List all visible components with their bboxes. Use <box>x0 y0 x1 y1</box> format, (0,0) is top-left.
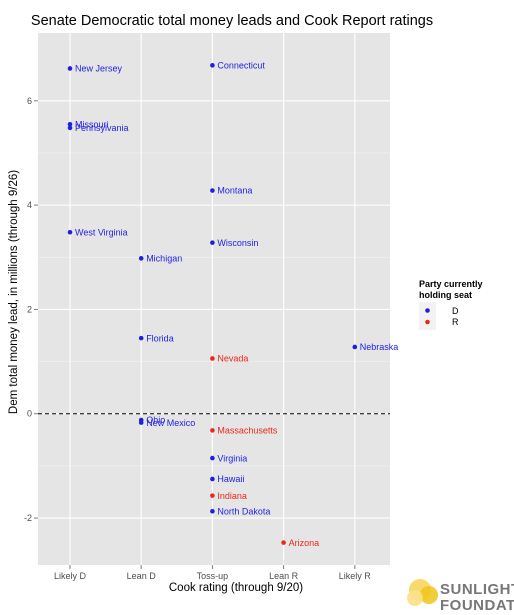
data-point-label: Indiana <box>217 491 247 501</box>
data-point <box>138 420 144 425</box>
legend-title-line2: holding seat <box>419 290 472 300</box>
x-axis-ticks: Likely D Lean D Toss-up Lean R Likely R <box>54 565 371 581</box>
data-point-label: New Jersey <box>75 64 123 74</box>
data-point-label: Florida <box>146 333 174 343</box>
legend: Party currently holding seat D R <box>419 279 483 330</box>
x-axis-title: Cook rating (through 9/20) <box>169 582 303 594</box>
data-point <box>67 121 73 127</box>
data-point-label: Wisconsin <box>217 238 258 248</box>
data-point-label: Ohio <box>146 415 165 425</box>
data-point-label: Massachusetts <box>217 426 278 436</box>
legend-label-d: D <box>452 306 459 316</box>
x-tick-label: Toss-up <box>197 571 229 581</box>
y-tick-label: -2 <box>24 513 32 523</box>
x-tick-label: Lean R <box>269 571 299 581</box>
data-point <box>210 428 215 433</box>
y-tick-label: 4 <box>27 200 32 210</box>
data-point-label: Hawaii <box>217 474 244 484</box>
y-tick-label: 6 <box>27 96 32 106</box>
data-point-label: Connecticut <box>217 61 265 71</box>
logo-line1: SUNLIGHT <box>440 581 514 598</box>
data-point-label: Virginia <box>217 453 247 463</box>
y-axis-ticks: -2 0 2 4 6 <box>24 96 38 523</box>
legend-key-r <box>425 319 430 325</box>
data-point <box>210 356 215 361</box>
data-point <box>210 188 215 193</box>
legend-label-r: R <box>452 317 459 327</box>
y-tick-label: 0 <box>27 409 32 419</box>
data-point-label: Michigan <box>146 254 182 264</box>
chart-title: Senate Democratic total money leads and … <box>31 13 433 29</box>
data-point-label: New Mexico <box>146 418 195 428</box>
x-tick-label: Likely R <box>339 571 372 581</box>
data-point <box>281 540 286 545</box>
y-axis-title: Dem total money lead, in millions (throu… <box>8 170 20 414</box>
legend-key-d <box>425 308 430 313</box>
data-point-label: Missouri <box>75 119 109 129</box>
data-point <box>210 493 215 498</box>
y-tick-label: 2 <box>27 304 32 314</box>
data-point-label: Montana <box>217 186 252 196</box>
data-point <box>210 508 215 514</box>
data-point <box>210 240 215 245</box>
logo-line2: FOUNDATION <box>440 597 514 614</box>
data-point <box>67 229 73 235</box>
data-point <box>210 476 215 482</box>
legend-title-line1: Party currently <box>419 279 483 289</box>
data-point <box>138 256 144 261</box>
data-point <box>67 125 73 131</box>
grid-minor <box>38 152 390 467</box>
data-point <box>352 344 358 350</box>
data-point <box>210 455 215 461</box>
data-point-label: Arizona <box>289 538 320 548</box>
x-tick-label: Likely D <box>54 571 87 581</box>
data-point-label: Pennsylvania <box>75 123 129 133</box>
data-point-label: West Virginia <box>75 227 128 237</box>
data-point <box>210 63 215 68</box>
data-point <box>138 335 144 341</box>
data-point-label: Nevada <box>217 354 248 364</box>
data-point-label: Nebraska <box>360 342 399 352</box>
plot-panel <box>38 33 390 565</box>
data-point-label: North Dakota <box>217 506 270 516</box>
data-point <box>67 66 73 71</box>
sunlight-logo: SUNLIGHT FOUNDATION <box>407 579 514 614</box>
sunlight-logo-icon <box>407 579 438 606</box>
x-tick-label: Lean D <box>127 571 157 581</box>
